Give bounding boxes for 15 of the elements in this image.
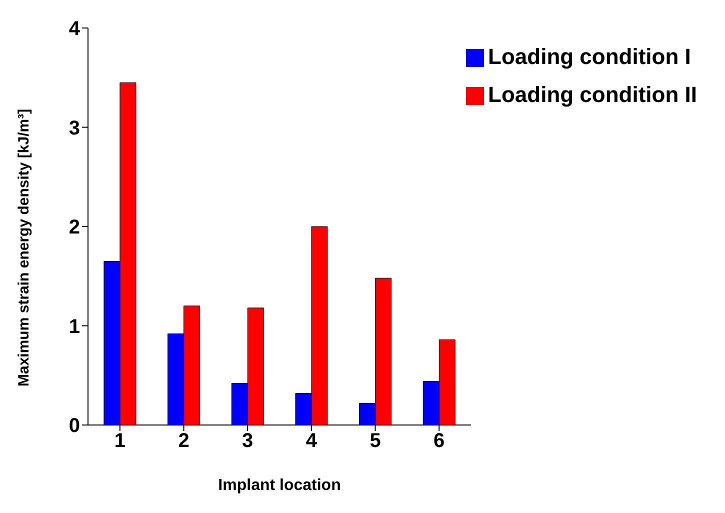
x-tick-label: 4 xyxy=(306,430,318,452)
y-axis-title: Maximum strain energy density [kJ/m³] xyxy=(15,108,32,386)
x-tick-label: 5 xyxy=(370,430,381,452)
legend-label: Loading condition II xyxy=(488,82,697,107)
y-tick-label: 2 xyxy=(68,216,80,239)
y-tick-label: 0 xyxy=(68,415,80,438)
x-tick-label: 6 xyxy=(434,430,445,452)
x-tick-label: 3 xyxy=(242,430,254,452)
legend-label: Loading condition I xyxy=(488,44,691,69)
x-tick-label: 2 xyxy=(178,430,190,452)
y-tick-label: 4 xyxy=(68,18,81,40)
x-tick-label: 1 xyxy=(114,430,126,452)
y-tick-label: 1 xyxy=(68,316,80,338)
x-axis-title: Implant location xyxy=(218,477,341,494)
y-tick-label: 3 xyxy=(68,117,80,140)
